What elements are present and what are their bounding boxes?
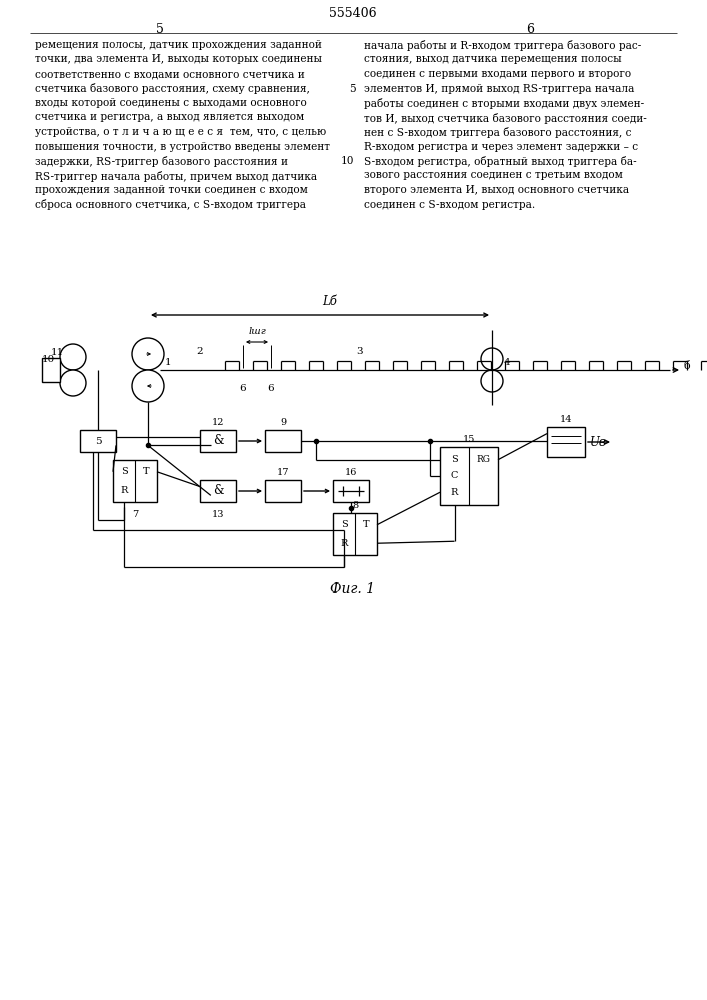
- Text: 17: 17: [276, 468, 289, 477]
- Text: входы которой соединены с выходами основного: входы которой соединены с выходами основ…: [35, 98, 307, 108]
- Text: R: R: [120, 486, 128, 495]
- Text: 16: 16: [345, 468, 357, 477]
- Text: стояния, выход датчика перемещения полосы: стояния, выход датчика перемещения полос…: [364, 54, 621, 64]
- Text: тов И, выход счетчика базового расстояния соеди-: тов И, выход счетчика базового расстояни…: [364, 112, 647, 123]
- Text: соединен с S-входом регистра.: соединен с S-входом регистра.: [364, 200, 535, 210]
- Bar: [80, 430, 116, 452]
- Text: соединен с первыми входами первого и второго: соединен с первыми входами первого и вто…: [364, 69, 631, 79]
- Text: начала работы и R-входом триггера базового рас-: начала работы и R-входом триггера базово…: [364, 40, 641, 51]
- Text: второго элемента И, выход основного счетчика: второго элемента И, выход основного счет…: [364, 185, 629, 195]
- Text: счетчика и регистра, а выход является выходом: счетчика и регистра, а выход является вы…: [35, 112, 304, 122]
- Text: lшг: lшг: [248, 327, 266, 336]
- Text: повышения точности, в устройство введены элемент: повышения точности, в устройство введены…: [35, 141, 330, 151]
- Text: 555406: 555406: [329, 7, 377, 20]
- Text: RG: RG: [477, 455, 491, 464]
- Text: 13: 13: [212, 510, 224, 519]
- Text: 2: 2: [197, 347, 204, 356]
- Circle shape: [132, 370, 164, 402]
- Bar: [42, 358, 60, 382]
- Text: RS-триггер начала работы, причем выход датчика: RS-триггер начала работы, причем выход д…: [35, 170, 317, 182]
- Text: R: R: [340, 539, 348, 548]
- Text: T: T: [363, 520, 369, 529]
- Text: 10: 10: [42, 356, 55, 364]
- Text: &: &: [213, 434, 223, 448]
- Text: 7: 7: [132, 510, 138, 519]
- Text: Фиг. 1: Фиг. 1: [330, 582, 375, 596]
- Text: 14: 14: [560, 415, 572, 424]
- Text: 8: 8: [352, 501, 358, 510]
- Text: 12: 12: [212, 418, 224, 427]
- Text: элементов И, прямой выход RS-триггера начала: элементов И, прямой выход RS-триггера на…: [364, 84, 634, 94]
- Text: 4: 4: [504, 358, 510, 367]
- Bar: [440, 447, 498, 505]
- Text: соответственно с входами основного счетчика и: соответственно с входами основного счетч…: [35, 69, 305, 79]
- Circle shape: [60, 370, 86, 396]
- Text: 5: 5: [95, 436, 101, 446]
- Text: точки, два элемента И, выходы которых соединены: точки, два элемента И, выходы которых со…: [35, 54, 322, 64]
- Text: б: б: [684, 361, 691, 371]
- Text: 6: 6: [240, 384, 246, 393]
- Text: 9: 9: [280, 418, 286, 427]
- Text: 11: 11: [51, 348, 64, 357]
- Bar: [200, 430, 236, 452]
- Text: T: T: [143, 467, 149, 476]
- Text: Lб: Lб: [322, 295, 337, 308]
- Circle shape: [481, 370, 503, 392]
- Text: 1: 1: [165, 358, 172, 367]
- Bar: [265, 430, 301, 452]
- Text: зового расстояния соединен с третьим входом: зового расстояния соединен с третьим вхо…: [364, 170, 623, 180]
- Text: 15: 15: [463, 435, 475, 444]
- Text: 10: 10: [341, 156, 354, 166]
- Text: Uв: Uв: [590, 436, 607, 448]
- Text: 6: 6: [268, 384, 274, 393]
- Text: R: R: [451, 488, 458, 497]
- Circle shape: [60, 344, 86, 370]
- Text: 5: 5: [156, 23, 164, 36]
- Text: C: C: [451, 472, 458, 481]
- Text: S: S: [451, 455, 458, 464]
- Bar: [333, 513, 377, 555]
- Circle shape: [132, 338, 164, 370]
- Text: S: S: [341, 520, 347, 529]
- Text: 5: 5: [349, 84, 356, 94]
- Text: 3: 3: [357, 347, 363, 356]
- Bar: [333, 480, 369, 502]
- Bar: [547, 427, 585, 457]
- Text: ремещения полосы, датчик прохождения заданной: ремещения полосы, датчик прохождения зад…: [35, 40, 322, 50]
- Text: &: &: [213, 485, 223, 497]
- Text: 6: 6: [526, 23, 534, 36]
- Text: устройства, о т л и ч а ю щ е е с я  тем, что, с целью: устройства, о т л и ч а ю щ е е с я тем,…: [35, 127, 326, 137]
- Text: прохождения заданной точки соединен с входом: прохождения заданной точки соединен с вх…: [35, 185, 308, 195]
- Text: нен с S-входом триггера базового расстояния, с: нен с S-входом триггера базового расстоя…: [364, 127, 631, 138]
- Bar: [200, 480, 236, 502]
- Circle shape: [481, 348, 503, 370]
- Bar: [265, 480, 301, 502]
- Text: S-входом регистра, обратный выход триггера ба-: S-входом регистра, обратный выход тригге…: [364, 156, 636, 167]
- Text: работы соединен с вторыми входами двух элемен-: работы соединен с вторыми входами двух э…: [364, 98, 644, 109]
- Text: S: S: [121, 467, 127, 476]
- Text: задержки, RS-триггер базового расстояния и: задержки, RS-триггер базового расстояния…: [35, 156, 288, 167]
- Bar: [113, 460, 157, 502]
- Text: счетчика базового расстояния, схему сравнения,: счетчика базового расстояния, схему срав…: [35, 84, 310, 95]
- Text: R-входом регистра и через элемент задержки – с: R-входом регистра и через элемент задерж…: [364, 141, 638, 151]
- Text: сброса основного счетчика, с S-входом триггера: сброса основного счетчика, с S-входом тр…: [35, 200, 306, 211]
